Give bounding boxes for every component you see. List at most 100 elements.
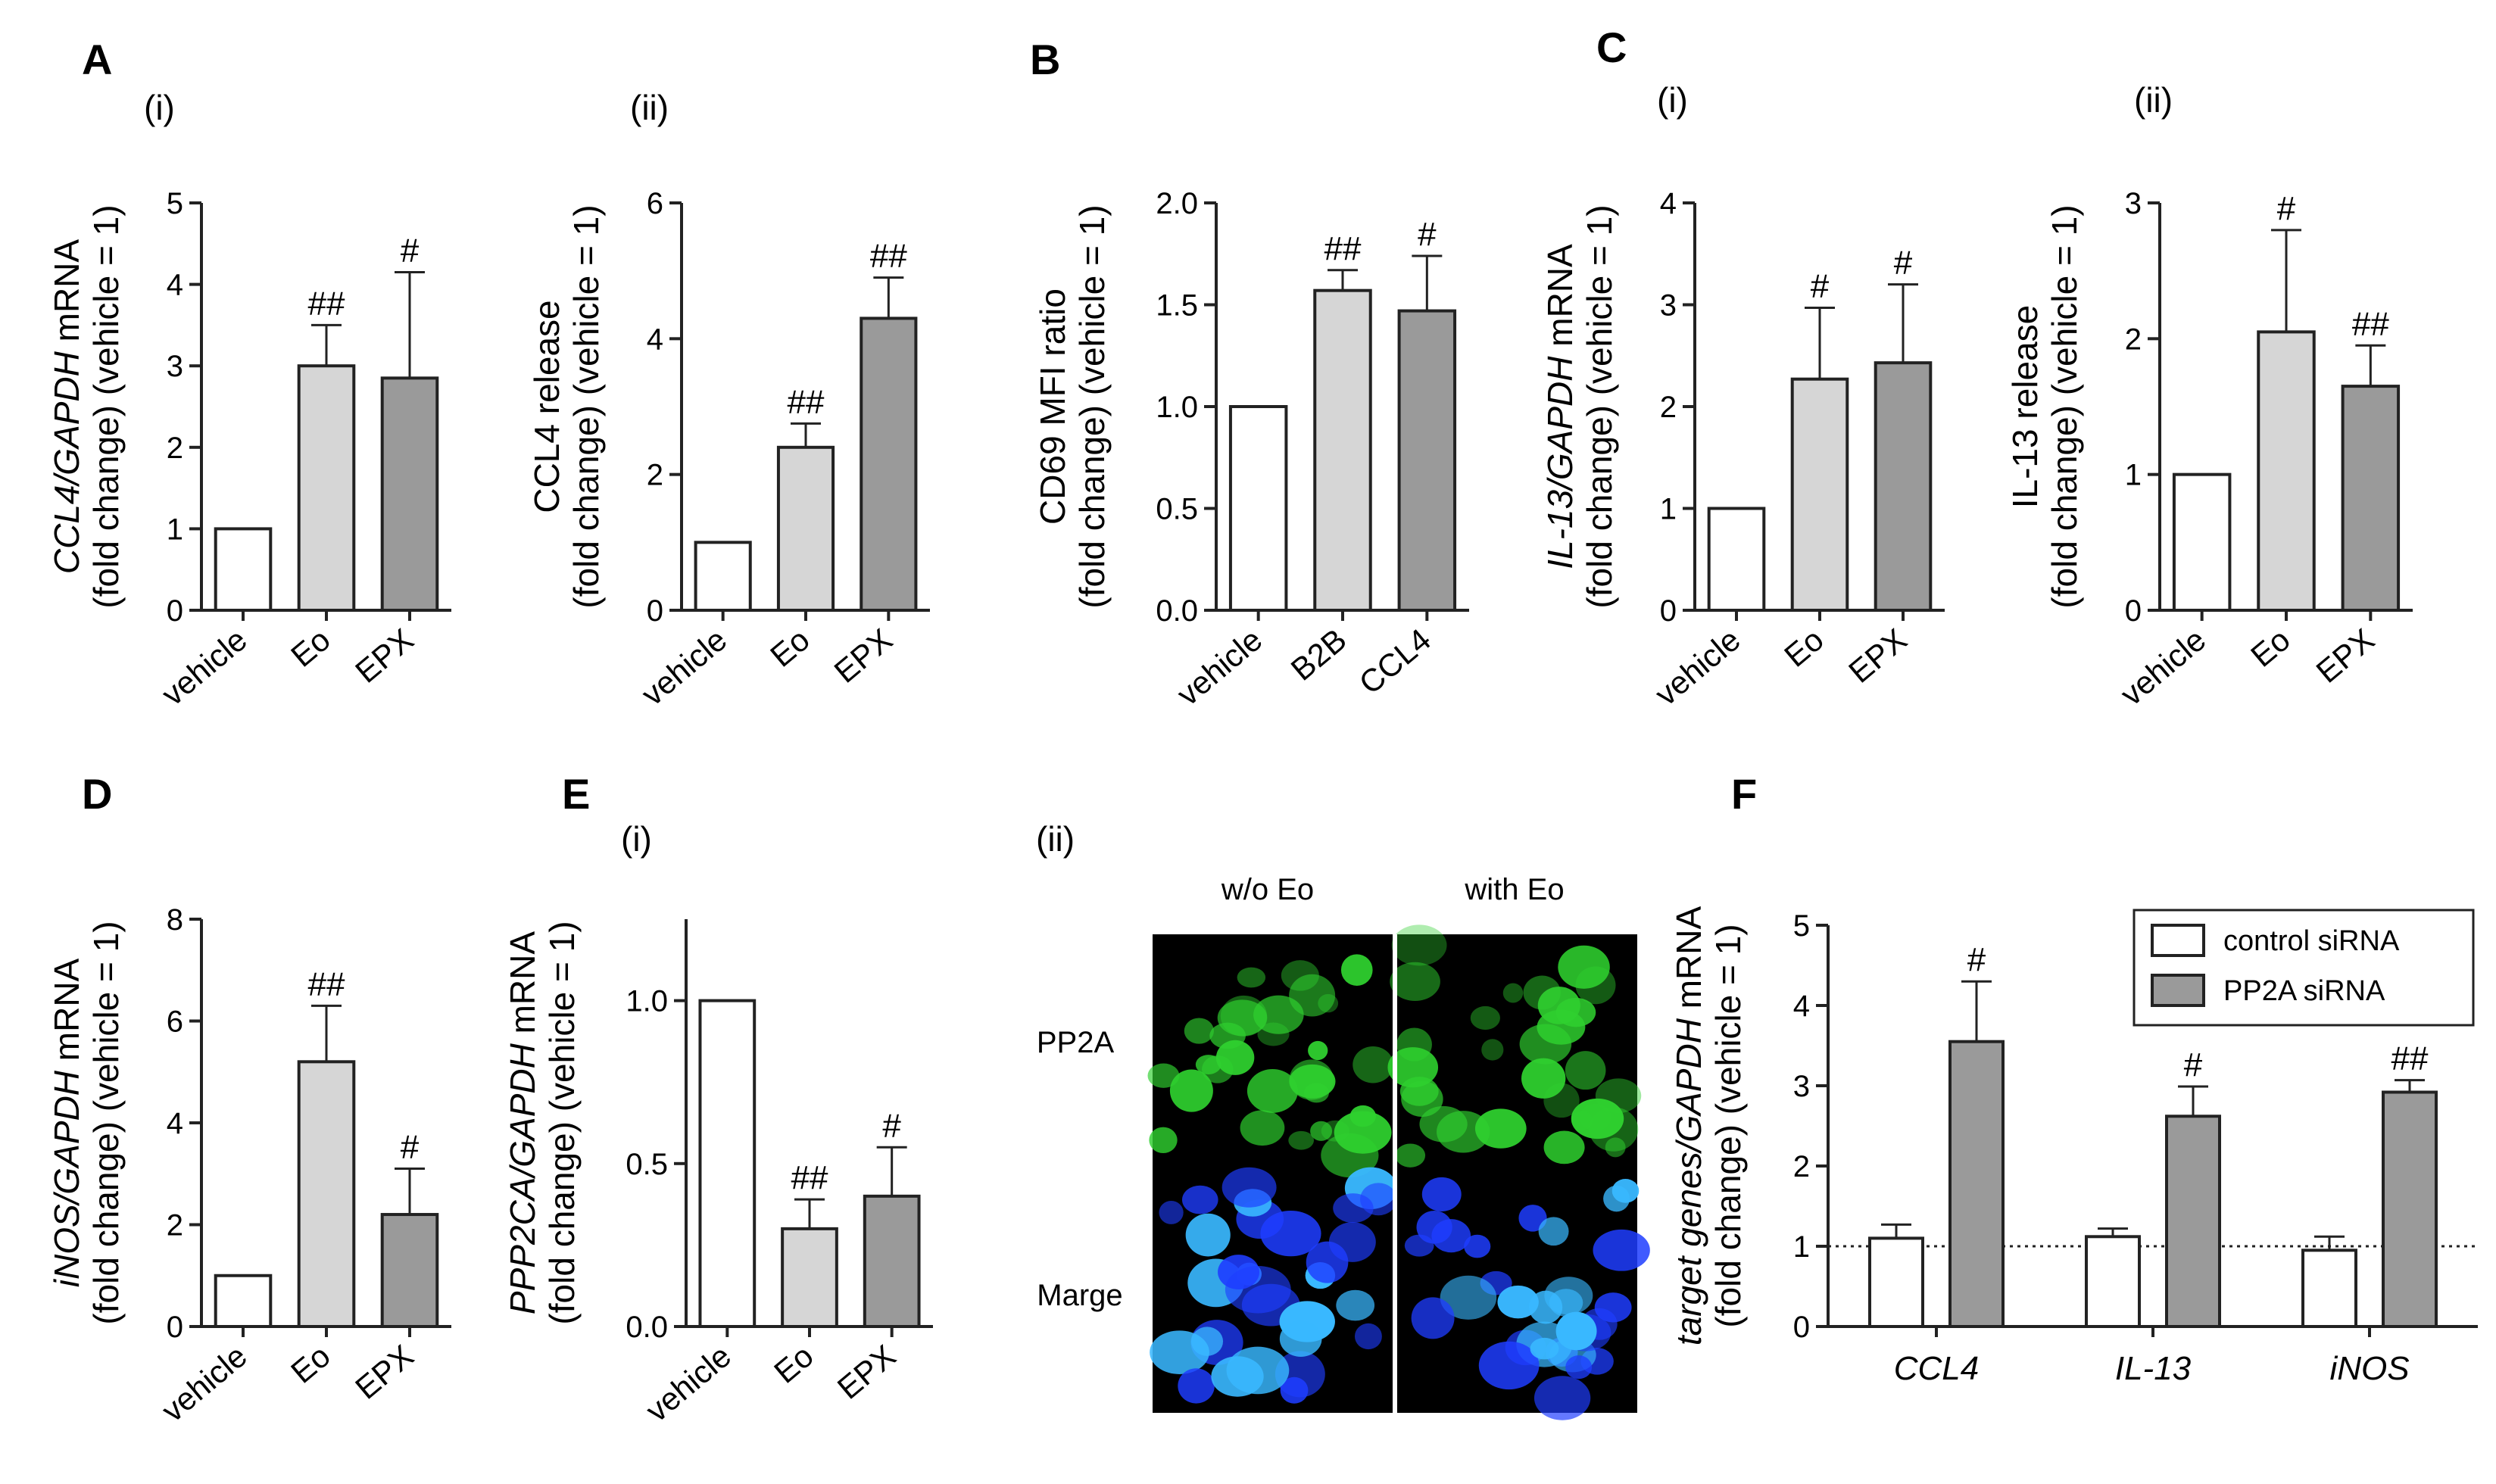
- nucleus-cell: [1354, 1323, 1382, 1350]
- D-significance-EPX: #: [401, 1129, 420, 1166]
- C-i-significance-EPX: #: [1894, 245, 1913, 282]
- pp2a-stained-cell: [1395, 1143, 1426, 1168]
- nucleus-cell: [1431, 1219, 1471, 1253]
- F-significance-IL-13: #: [2184, 1046, 2203, 1083]
- F-ylabel-line2: (fold change) (vehicle = 1): [1708, 924, 1748, 1327]
- nucleus-cell: [1478, 1341, 1540, 1390]
- D-significance-Eo: ##: [308, 965, 345, 1002]
- A-i-ytick-label: 4: [167, 269, 183, 302]
- A-i-ytick-label: 0: [167, 594, 183, 628]
- pp2a-stained-cell: [1543, 1130, 1585, 1164]
- B-ytick-label: 1.0: [1156, 391, 1198, 424]
- D-ytick-label: 8: [167, 903, 183, 937]
- pp2a-stained-cell: [1419, 1105, 1468, 1143]
- chart-C-ii: 0 1 2 3 IL-13 release (fold change) (vehicle …: [2005, 187, 2413, 712]
- A-ii-bar-vehicle: [694, 541, 752, 612]
- sublabel-E-ii: (ii): [1036, 819, 1075, 859]
- A-i-ylabel-part: mRNA: [47, 239, 86, 352]
- nucleus-cell: [1411, 1297, 1455, 1339]
- A-ii-ylabel-line1: CCL4 release: [527, 300, 566, 513]
- nucleus-cell: [1336, 1289, 1375, 1321]
- sublabel-C-i: (i): [1657, 80, 1688, 120]
- F-ylabel-part: target genes/GAPDH: [1669, 1018, 1708, 1345]
- D-ytick-label: 0: [167, 1311, 183, 1344]
- pp2a-stained-cell: [1391, 924, 1447, 966]
- A-i-ytick-label: 5: [167, 187, 183, 220]
- pp2a-stained-cell: [1237, 967, 1266, 988]
- nucleus-cell: [1538, 1217, 1569, 1246]
- D-ytick-label: 4: [167, 1107, 183, 1140]
- pp2a-stained-cell: [1558, 945, 1610, 989]
- chart-F: 0 1 2 3 4 5 target genes/GAPDH mRNA (fold chang…: [1669, 906, 2478, 1387]
- D-bar-Eo: [297, 1060, 356, 1329]
- sublabel-C-ii: (ii): [2134, 80, 2173, 120]
- nucleus-cell: [1150, 1330, 1209, 1374]
- A-ii-ylabel-part: CCL4 release: [527, 300, 566, 513]
- micrograph-col-label-without-eo: w/o Eo: [1221, 873, 1314, 906]
- C-i-ytick-label: 0: [1660, 594, 1677, 628]
- nucleus-cell: [1593, 1229, 1650, 1271]
- C-i-ytick-label: 2: [1660, 391, 1677, 424]
- nucleus-cell: [1178, 1368, 1215, 1404]
- C-i-ylabel-part: mRNA: [1540, 244, 1580, 357]
- B-bar-CCL4: [1397, 309, 1457, 612]
- pp2a-stained-cell: [1571, 1098, 1624, 1140]
- B-ylabel-part: CD69 MFI ratio: [1033, 288, 1072, 525]
- pp2a-stained-cell: [1521, 1058, 1566, 1099]
- F-ytick-label: 2: [1793, 1150, 1810, 1183]
- pp2a-stained-cell: [1481, 1039, 1504, 1061]
- pp2a-stained-cell: [1387, 1047, 1439, 1088]
- micrograph-row-label-marge: Marge: [1037, 1279, 1122, 1312]
- micrograph-divider: [1393, 934, 1397, 1413]
- A-i-bar-EPX: [380, 376, 439, 612]
- pp2a-stained-cell: [1401, 1080, 1443, 1118]
- pp2a-stained-cell: [1288, 1130, 1314, 1150]
- C-ii-ytick-label: 2: [2125, 323, 2142, 356]
- pp2a-stained-cell: [1565, 1051, 1606, 1090]
- E-i-ylabel-part: PPP2CA/GAPDH: [503, 1043, 542, 1314]
- C-ii-ylabel-line2: (fold change) (vehicle = 1): [2045, 204, 2084, 608]
- micrograph-col-label-with-eo: with Eo: [1464, 873, 1564, 906]
- F-bar-CCL4-control: [1868, 1236, 1924, 1329]
- F-bar-iNOS-pp2a: [2382, 1090, 2438, 1328]
- A-ii-significance-Eo: ##: [788, 383, 825, 420]
- A-ii-ylabel-line2: (fold change) (vehicle = 1): [566, 204, 606, 608]
- nucleus-cell: [1603, 1185, 1630, 1212]
- nucleus-cell: [1159, 1200, 1184, 1224]
- D-ylabel-part: iNOS/GAPDH: [47, 1070, 86, 1287]
- B-ytick-label: 0.0: [1156, 594, 1198, 628]
- F-legend-swatch: [2151, 924, 2205, 957]
- F-legend: control siRNA PP2A siRNA: [2133, 909, 2475, 1027]
- C-ii-ytick-label: 3: [2125, 187, 2142, 220]
- C-ii-ytick-label: 0: [2125, 594, 2142, 628]
- pp2a-stained-cell: [1240, 1110, 1285, 1146]
- A-ii-ytick-label: 4: [647, 323, 663, 356]
- B-significance-B2B: ##: [1324, 230, 1362, 267]
- A-ii-bar-Eo: [776, 445, 835, 612]
- C-i-ylabel-part: IL-13/GAPDH: [1540, 356, 1580, 569]
- D-ylabel-line2: (fold change) (vehicle = 1): [86, 921, 126, 1324]
- F-legend-swatch: [2151, 974, 2205, 1007]
- pp2a-stained-cell: [1184, 1018, 1214, 1044]
- A-ii-significance-EPX: ##: [870, 238, 907, 275]
- pp2a-stained-cell: [1340, 954, 1373, 986]
- B-ylabel-line2: (fold change) (vehicle = 1): [1072, 204, 1112, 608]
- micrograph-cells: [1147, 924, 1650, 1420]
- panel-label-D: D: [82, 770, 112, 818]
- nucleus-cell: [1260, 1210, 1321, 1257]
- F-xtick-label: iNOS: [2329, 1350, 2409, 1387]
- A-i-ylabel-part: CCL4/GAPDH: [47, 351, 86, 574]
- nucleus-cell: [1279, 1320, 1322, 1357]
- E-i-bar-vehicle: [698, 999, 757, 1328]
- D-ytick-label: 2: [167, 1209, 183, 1242]
- pp2a-stained-cell: [1195, 1055, 1221, 1074]
- A-i-ylabel-line2: (fold change) (vehicle = 1): [86, 204, 126, 608]
- C-i-ylabel-line2: (fold change) (vehicle = 1): [1580, 204, 1619, 608]
- D-bar-EPX: [380, 1213, 439, 1329]
- A-ii-ytick-label: 6: [647, 187, 663, 220]
- nucleus-cell: [1221, 1167, 1277, 1208]
- E-i-ytick-label: 0.0: [626, 1311, 668, 1344]
- F-ytick-label: 3: [1793, 1070, 1810, 1103]
- C-ii-ylabel-part: IL-13 release: [2005, 305, 2045, 509]
- A-ii-bar-EPX: [860, 316, 918, 612]
